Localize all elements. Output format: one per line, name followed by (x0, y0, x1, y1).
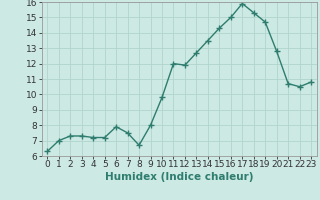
X-axis label: Humidex (Indice chaleur): Humidex (Indice chaleur) (105, 172, 253, 182)
